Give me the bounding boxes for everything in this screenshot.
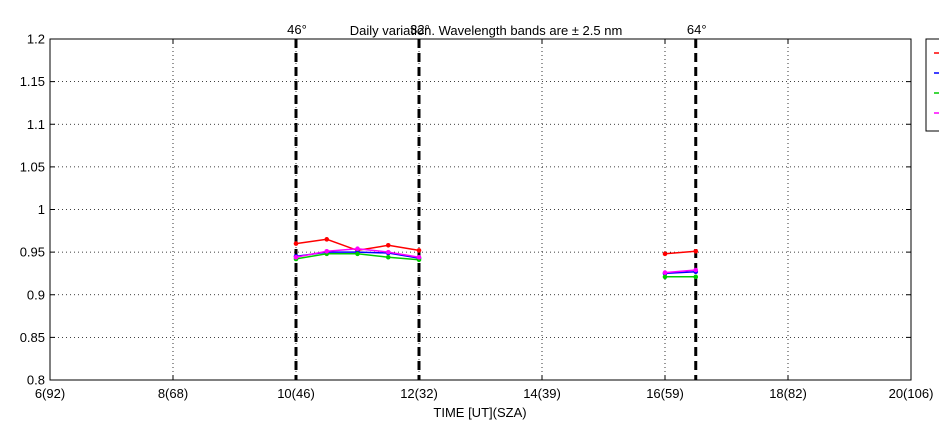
data-point: [416, 254, 422, 260]
y-tick-label: 0.8: [27, 373, 45, 388]
series-line-4: [664, 269, 696, 274]
x-tick-label: 12(32): [400, 386, 438, 401]
legend: [925, 38, 939, 132]
y-tick-label: 1.05: [20, 159, 45, 174]
x-tick-label: 18(82): [769, 386, 807, 401]
data-point: [385, 249, 391, 255]
plot-frame: [49, 38, 912, 381]
data-point: [662, 251, 668, 257]
sza-marker-label: 64°: [687, 22, 707, 37]
sza-marker-label: 32°: [410, 22, 430, 37]
data-point: [324, 237, 330, 242]
data-point: [662, 274, 668, 280]
series-lines: [293, 237, 699, 280]
data-point: [293, 241, 299, 246]
data-point: [324, 248, 330, 254]
x-tick-label: 8(68): [158, 386, 188, 401]
marker-lines: 46° 32° 64°: [287, 22, 707, 380]
data-point: [355, 246, 360, 252]
y-tick-label: 0.9: [27, 287, 45, 302]
x-tick-label: 16(59): [646, 386, 684, 401]
data-point: [355, 251, 360, 257]
data-point: [416, 248, 422, 253]
x-tick-label: 6(92): [35, 386, 65, 401]
data-point: [662, 270, 668, 275]
chart-title: Daily variation. Wavelength bands are ± …: [350, 23, 623, 38]
y-tick-label: 1: [38, 202, 45, 217]
data-point: [385, 243, 391, 248]
data-point: [293, 254, 299, 260]
series-line-1: [664, 250, 696, 255]
data-point: [385, 254, 391, 260]
y-tick-label: 0.85: [20, 330, 45, 345]
y-tick-label: 0.95: [20, 245, 45, 260]
data-point: [693, 274, 699, 280]
y-tick-label: 1.1: [27, 117, 45, 132]
x-tick-label: 20(106): [889, 386, 934, 401]
sza-marker-label: 46°: [287, 22, 307, 37]
legend-box: [925, 38, 939, 132]
axis-ticks: 6(92) 8(68) 10(46) 12(32) 14(39) 16(59) 18(82)…: [20, 32, 934, 402]
x-axis-label: TIME [UT](SZA): [433, 405, 526, 420]
data-point: [693, 267, 699, 273]
y-tick-label: 1.15: [20, 74, 45, 89]
x-tick-label: 10(46): [277, 386, 315, 401]
x-tick-label: 14(39): [523, 386, 561, 401]
grid: [50, 39, 911, 380]
series-line-2: [664, 270, 696, 275]
y-tick-label: 1.2: [27, 32, 45, 47]
data-point: [693, 248, 699, 254]
